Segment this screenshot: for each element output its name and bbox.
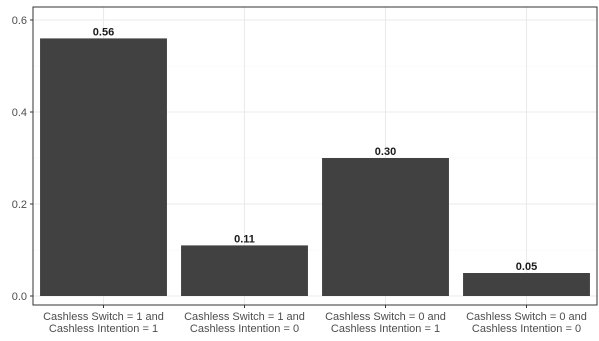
bar — [463, 273, 590, 296]
data-labels: 0.56 0.11 0.30 0.05 — [93, 26, 537, 273]
y-tick-label: 0.2 — [12, 199, 27, 211]
data-label: 0.11 — [234, 233, 255, 245]
bars — [40, 38, 590, 297]
x-tick-label: Cashless Switch = 0 and Cashless Intentio… — [325, 311, 446, 335]
bar — [181, 245, 308, 296]
y-tick-label: 0.6 — [12, 15, 27, 27]
y-tick-label: 0.0 — [12, 291, 27, 303]
data-label: 0.05 — [516, 261, 537, 273]
bar — [322, 158, 449, 296]
x-tick-label: Cashless Switch = 1 and Cashless Intentio… — [184, 311, 305, 335]
y-tick-label: 0.4 — [12, 107, 27, 119]
data-label: 0.56 — [93, 26, 114, 38]
y-axis: 0.0 0.2 0.4 0.6 — [12, 15, 33, 303]
bar — [40, 38, 167, 297]
plot-panel-border — [32, 6, 598, 306]
data-label: 0.30 — [375, 146, 396, 158]
x-tick-label: Cashless Switch = 0 and Cashless Intentio… — [466, 311, 587, 335]
x-tick-label: Cashless Switch = 1 and Cashless Intentio… — [43, 311, 164, 335]
x-axis: Cashless Switch = 1 and Cashless Intentio… — [43, 305, 587, 335]
